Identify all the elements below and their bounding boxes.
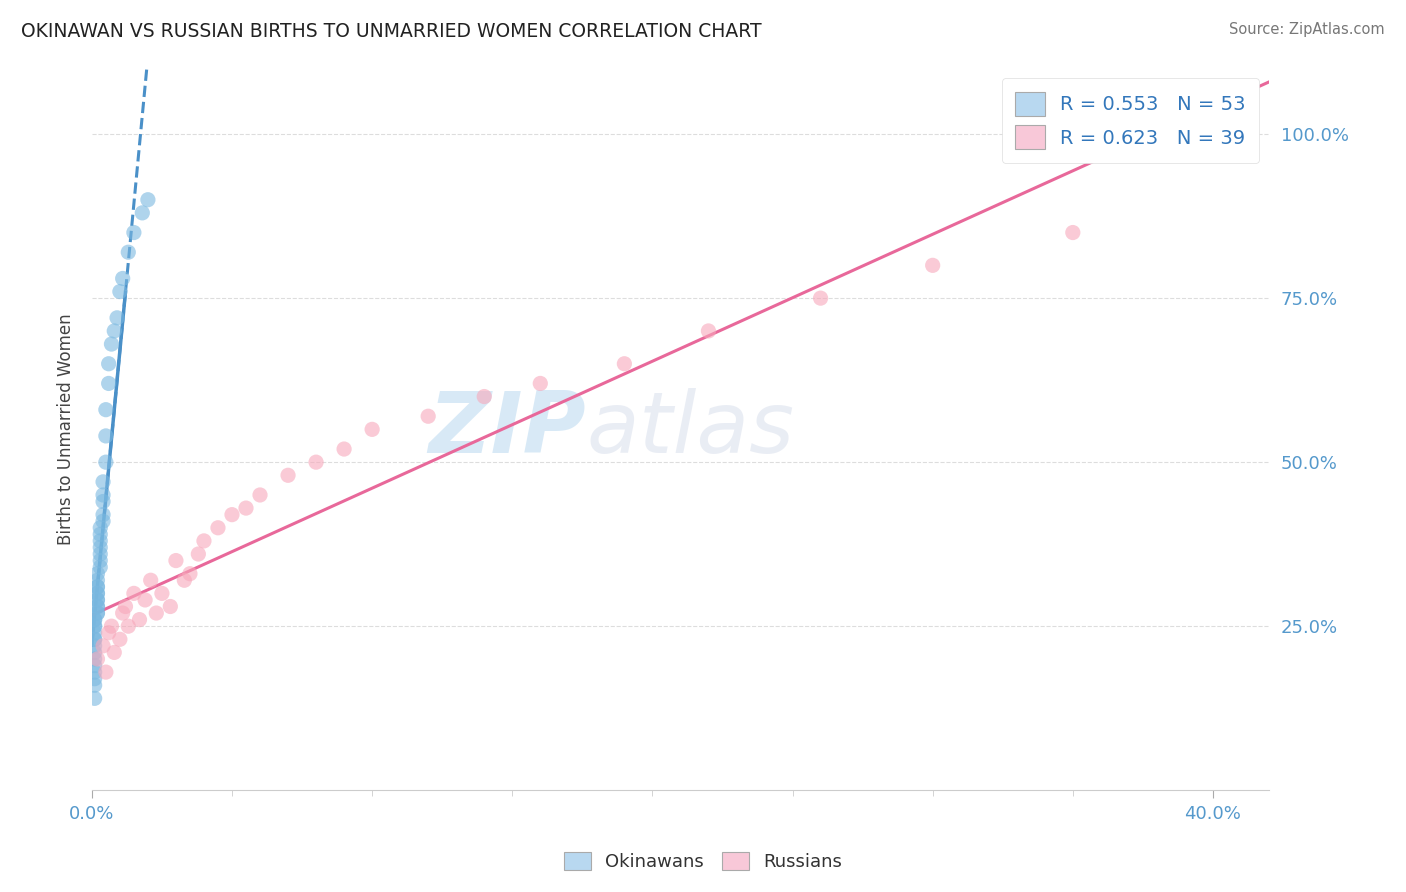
Point	[91, 488, 114, 502]
Point	[921, 258, 943, 272]
Point	[305, 455, 328, 469]
Point	[193, 533, 215, 548]
Point	[173, 574, 195, 588]
Point	[91, 494, 114, 508]
Point	[277, 468, 299, 483]
Point	[83, 625, 105, 640]
Point	[418, 409, 440, 424]
Point	[810, 291, 832, 305]
Point	[97, 357, 120, 371]
Point	[86, 593, 108, 607]
Text: Source: ZipAtlas.com: Source: ZipAtlas.com	[1229, 22, 1385, 37]
Point	[83, 672, 105, 686]
Point	[1188, 127, 1211, 141]
Text: ZIP: ZIP	[429, 388, 586, 471]
Point	[86, 580, 108, 594]
Point	[207, 521, 229, 535]
Legend: R = 0.553   N = 53, R = 0.623   N = 39: R = 0.553 N = 53, R = 0.623 N = 39	[1002, 78, 1260, 162]
Point	[91, 639, 114, 653]
Point	[91, 475, 114, 489]
Point	[103, 645, 125, 659]
Point	[108, 285, 131, 299]
Point	[97, 376, 120, 391]
Point	[83, 665, 105, 679]
Point	[1062, 226, 1084, 240]
Point	[86, 606, 108, 620]
Point	[159, 599, 181, 614]
Point	[83, 632, 105, 647]
Text: OKINAWAN VS RUSSIAN BIRTHS TO UNMARRIED WOMEN CORRELATION CHART: OKINAWAN VS RUSSIAN BIRTHS TO UNMARRIED …	[21, 22, 762, 41]
Point	[83, 678, 105, 692]
Point	[97, 625, 120, 640]
Point	[89, 547, 111, 561]
Point	[529, 376, 551, 391]
Point	[111, 271, 134, 285]
Point	[128, 613, 150, 627]
Point	[89, 553, 111, 567]
Point	[83, 645, 105, 659]
Point	[145, 606, 167, 620]
Point	[83, 652, 105, 666]
Point	[89, 541, 111, 555]
Point	[105, 310, 128, 325]
Point	[100, 619, 122, 633]
Legend: Okinawans, Russians: Okinawans, Russians	[557, 845, 849, 879]
Point	[83, 619, 105, 633]
Point	[89, 521, 111, 535]
Point	[697, 324, 720, 338]
Point	[94, 665, 117, 679]
Point	[117, 245, 139, 260]
Point	[103, 324, 125, 338]
Point	[83, 613, 105, 627]
Point	[150, 586, 173, 600]
Point	[221, 508, 243, 522]
Point	[83, 613, 105, 627]
Point	[91, 514, 114, 528]
Point	[139, 574, 162, 588]
Point	[86, 574, 108, 588]
Point	[187, 547, 209, 561]
Point	[108, 632, 131, 647]
Y-axis label: Births to Unmarried Women: Births to Unmarried Women	[58, 314, 75, 545]
Point	[111, 606, 134, 620]
Point	[122, 226, 145, 240]
Point	[83, 632, 105, 647]
Point	[122, 586, 145, 600]
Point	[136, 193, 159, 207]
Point	[86, 586, 108, 600]
Point	[134, 593, 156, 607]
Point	[89, 533, 111, 548]
Point	[100, 337, 122, 351]
Point	[94, 429, 117, 443]
Point	[83, 691, 105, 706]
Point	[89, 527, 111, 541]
Point	[361, 422, 384, 436]
Point	[94, 455, 117, 469]
Point	[86, 599, 108, 614]
Point	[83, 658, 105, 673]
Point	[86, 599, 108, 614]
Point	[472, 390, 495, 404]
Point	[86, 586, 108, 600]
Point	[86, 593, 108, 607]
Point	[131, 206, 153, 220]
Point	[94, 402, 117, 417]
Point	[91, 508, 114, 522]
Point	[117, 619, 139, 633]
Point	[333, 442, 356, 456]
Point	[86, 606, 108, 620]
Point	[86, 566, 108, 581]
Point	[86, 652, 108, 666]
Point	[249, 488, 271, 502]
Point	[86, 580, 108, 594]
Point	[165, 553, 187, 567]
Text: atlas: atlas	[586, 388, 794, 471]
Point	[179, 566, 201, 581]
Point	[89, 560, 111, 574]
Point	[613, 357, 636, 371]
Point	[114, 599, 136, 614]
Point	[83, 639, 105, 653]
Point	[83, 619, 105, 633]
Point	[235, 501, 257, 516]
